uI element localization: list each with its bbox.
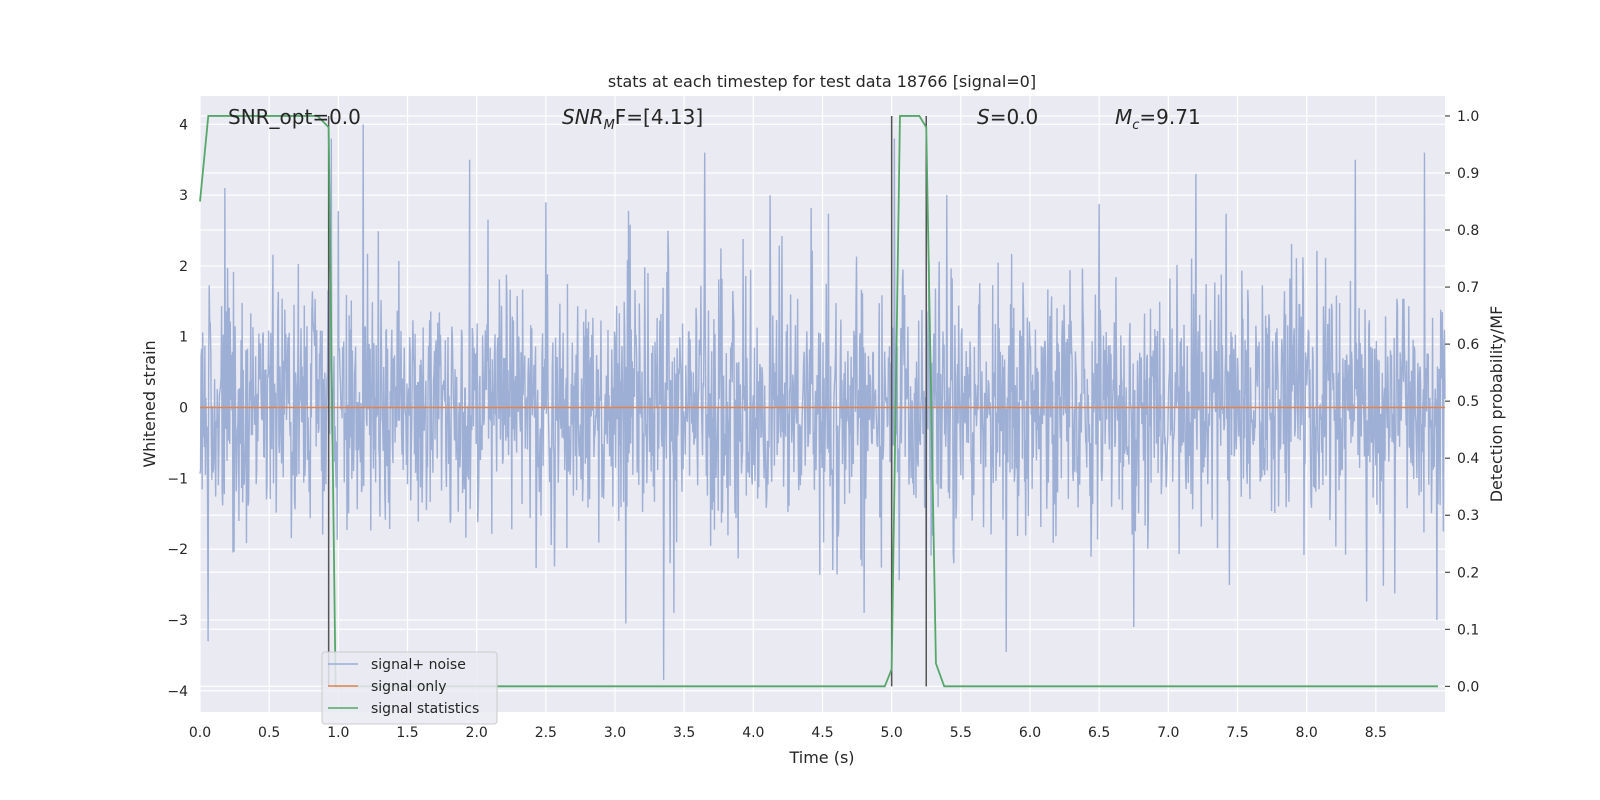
line-series xyxy=(199,115,1445,688)
y2-tick-label: 0.9 xyxy=(1457,166,1479,182)
x-tick-label: 5.0 xyxy=(881,725,903,741)
annotation-mc-sub: c xyxy=(1132,118,1139,133)
x-tick-label: 6.5 xyxy=(1088,725,1110,741)
y2-tick-label: 0.0 xyxy=(1457,679,1479,695)
x-tick-label: 3.0 xyxy=(604,725,626,741)
x-axis-label: Time (s) xyxy=(788,748,854,767)
y-tick-label: −4 xyxy=(167,684,188,700)
annotation-mc-rest: =9.71 xyxy=(1139,105,1200,129)
annotation-s: S=0.0 xyxy=(977,105,1038,129)
x-tick-label: 8.0 xyxy=(1296,725,1318,741)
x-tick-label: 8.5 xyxy=(1365,725,1387,741)
legend: signal+ noise signal only signal statist… xyxy=(321,651,498,725)
legend-box xyxy=(321,651,498,725)
signal-noise-line xyxy=(199,124,1446,681)
y2-tick-label: 0.1 xyxy=(1457,622,1479,638)
x-tick-label: 7.5 xyxy=(1226,725,1248,741)
annotation-mc-main: M xyxy=(1115,105,1132,129)
x-tick-label: 5.5 xyxy=(950,725,972,741)
x-tick-label: 1.0 xyxy=(327,725,349,741)
annotation-snr-mf-main: SNR xyxy=(562,105,604,129)
y2-tick-label: 0.6 xyxy=(1457,337,1479,353)
y2-axis-label: Detection probability/MF xyxy=(1487,306,1506,503)
signal-noise-series xyxy=(199,124,1446,681)
y-tick-label: 2 xyxy=(179,259,188,275)
signal-statistics-line xyxy=(199,115,1439,688)
x-tick-label: 1.5 xyxy=(396,725,418,741)
annotation-s-rest: =0.0 xyxy=(990,105,1039,129)
y-tick-label: 3 xyxy=(179,188,188,204)
x-tick-label: 0.5 xyxy=(258,725,280,741)
legend-label-signal-only: signal only xyxy=(371,679,446,695)
x-tick-label: 4.0 xyxy=(742,725,764,741)
x-tick-label: 3.5 xyxy=(673,725,695,741)
x-tick-label: 6.0 xyxy=(1019,725,1041,741)
y-tick-label: −1 xyxy=(167,471,188,487)
annotation-snr-mf-rest: F=[4.13] xyxy=(615,105,703,129)
y2-tick-label: 0.5 xyxy=(1457,394,1479,410)
y-tick-label: 4 xyxy=(179,117,188,133)
y2-tick-label: 0.3 xyxy=(1457,508,1479,524)
y-axis-label: Whitened strain xyxy=(140,340,159,467)
legend-label-signal-statistics: signal statistics xyxy=(371,701,479,717)
y2-tick-label: 0.2 xyxy=(1457,565,1479,581)
y2-tick-label: 1.0 xyxy=(1457,109,1479,125)
y2-tick-label: 0.7 xyxy=(1457,280,1479,296)
chart-title: stats at each timestep for test data 187… xyxy=(608,72,1036,91)
tick-labels: 0.0 0.5 1.0 1.5 2.0 2.5 3.0 3.5 4.0 4.5 5.0 5.5 6.0 6… xyxy=(167,109,1479,741)
y-tick-label: −2 xyxy=(167,542,188,558)
y2-tick-label: 0.4 xyxy=(1457,451,1479,467)
x-tick-label: 4.5 xyxy=(811,725,833,741)
annotation-snr-opt: SNR_opt=0.0 xyxy=(228,105,361,129)
annotation-snr-mf: SNRMF=[4.13] xyxy=(562,105,703,133)
y2-tick-label: 0.8 xyxy=(1457,223,1479,239)
x-tick-label: 2.0 xyxy=(466,725,488,741)
y-tick-label: 1 xyxy=(179,330,188,346)
annotation-s-main: S xyxy=(977,105,990,129)
y-tick-label: 0 xyxy=(179,401,188,417)
legend-label-signal-noise: signal+ noise xyxy=(371,657,466,673)
x-tick-label: 0.0 xyxy=(189,725,211,741)
annotation-mc: Mc=9.71 xyxy=(1115,105,1201,133)
annotation-snr-mf-sub: M xyxy=(604,118,615,133)
y-tick-label: −3 xyxy=(167,613,188,629)
x-tick-label: 7.0 xyxy=(1157,725,1179,741)
x-tick-label: 2.5 xyxy=(535,725,557,741)
